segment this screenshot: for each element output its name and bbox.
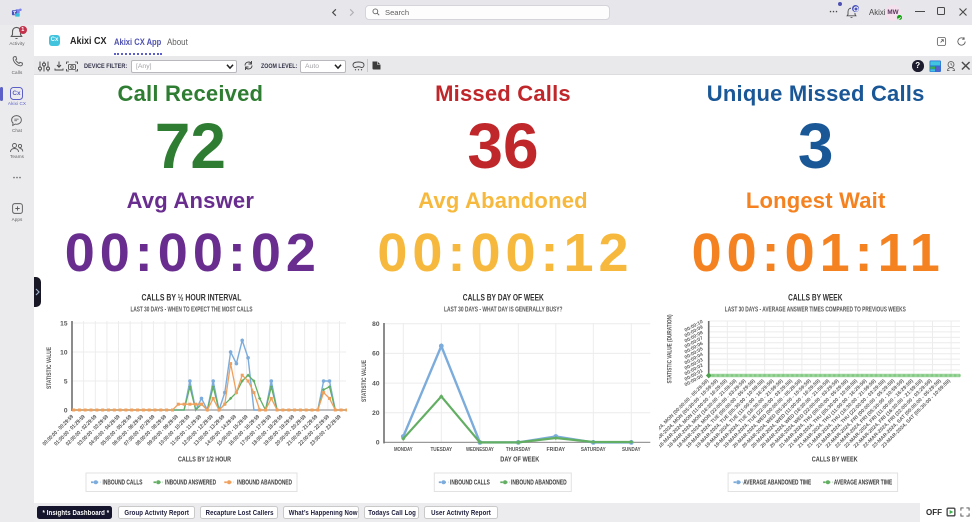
- svg-text:WEDNESDAY: WEDNESDAY: [466, 447, 494, 453]
- svg-text:5: 5: [64, 378, 68, 385]
- svg-text:STATISTIC VALUE: STATISTIC VALUE: [361, 359, 368, 402]
- svg-text:CALLS BY DAY OF WEEK: CALLS BY DAY OF WEEK: [462, 292, 543, 302]
- svg-text:DAY OF WEEK: DAY OF WEEK: [500, 457, 539, 464]
- svg-text:INBOUND ABANDONED: INBOUND ABANDONED: [237, 480, 292, 487]
- svg-text:CALLS BY ½ HOUR INTERVAL: CALLS BY ½ HOUR INTERVAL: [142, 292, 242, 302]
- svg-text:LAST 30 DAYS - AVERAGE ANSWER: LAST 30 DAYS - AVERAGE ANSWER TIMES COMP…: [725, 306, 906, 313]
- svg-text:THURSDAY: THURSDAY: [506, 447, 531, 453]
- svg-text:TUESDAY: TUESDAY: [430, 447, 452, 453]
- svg-text:AVERAGE ABANDONED TIME: AVERAGE ABANDONED TIME: [744, 480, 812, 487]
- svg-text:STATISTIC VALUE (DURATION): STATISTIC VALUE (DURATION): [668, 314, 674, 383]
- svg-text:CALLS BY WEEK: CALLS BY WEEK: [788, 292, 843, 302]
- svg-text:10: 10: [60, 349, 68, 356]
- svg-text:STATISTIC VALUE: STATISTIC VALUE: [46, 346, 53, 389]
- svg-text:LAST 30 DAYS - WHAT DAY IS GEN: LAST 30 DAYS - WHAT DAY IS GENERALLY BUS…: [444, 306, 563, 313]
- svg-text:CALLS BY WEEK: CALLS BY WEEK: [812, 457, 858, 464]
- svg-text:CALLS BY 1/2 HOUR: CALLS BY 1/2 HOUR: [178, 457, 231, 464]
- svg-text:INBOUND ABANDONED: INBOUND ABANDONED: [511, 480, 567, 487]
- svg-text:INBOUND ANSWERED: INBOUND ANSWERED: [165, 480, 216, 487]
- svg-text:SATURDAY: SATURDAY: [581, 447, 606, 453]
- svg-text:INBOUND CALLS: INBOUND CALLS: [103, 480, 143, 487]
- svg-text:SUNDAY: SUNDAY: [622, 447, 641, 453]
- svg-text:INBOUND CALLS: INBOUND CALLS: [450, 480, 490, 487]
- svg-text:80: 80: [372, 321, 380, 328]
- svg-text:0: 0: [375, 440, 379, 447]
- svg-text:15: 15: [60, 320, 68, 327]
- svg-text:AVERAGE ANSWER TIME: AVERAGE ANSWER TIME: [834, 480, 893, 487]
- svg-text:40: 40: [372, 380, 380, 387]
- svg-text:20: 20: [372, 410, 380, 417]
- svg-text:0: 0: [64, 407, 68, 414]
- svg-text:FRIDAY: FRIDAY: [546, 447, 565, 453]
- svg-text:LAST 30 DAYS - WHEN TO EXPECT: LAST 30 DAYS - WHEN TO EXPECT THE MOST C…: [131, 306, 253, 313]
- svg-text:60: 60: [372, 351, 380, 358]
- svg-text:MONDAY: MONDAY: [394, 447, 413, 453]
